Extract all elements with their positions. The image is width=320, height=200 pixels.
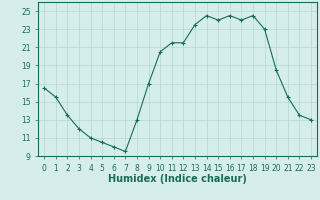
X-axis label: Humidex (Indice chaleur): Humidex (Indice chaleur) <box>108 174 247 184</box>
